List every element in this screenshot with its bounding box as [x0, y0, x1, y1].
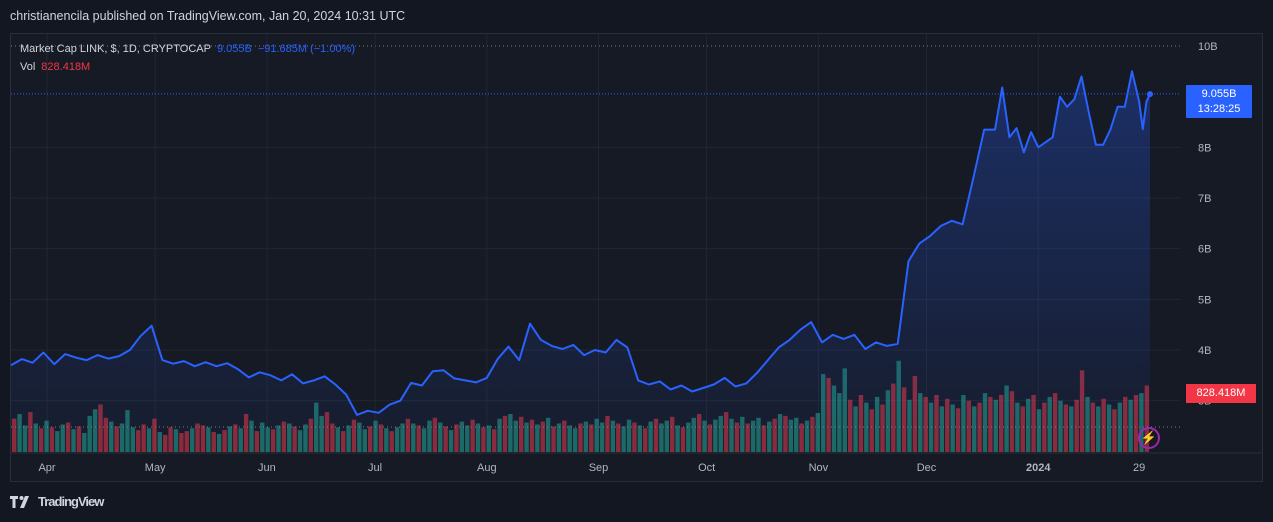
y-tick-label: 7B: [1198, 193, 1211, 205]
y-tick-label: 6B: [1198, 244, 1211, 256]
x-tick-label: 29: [1133, 462, 1145, 474]
x-tick-label: Jun: [258, 462, 276, 474]
price-line: [10, 70, 1151, 416]
price-badge-countdown: 13:28:25: [1197, 103, 1241, 115]
tradingview-logo-text: TradingView: [38, 494, 104, 509]
footer: TradingView: [10, 494, 104, 509]
volume-value: 828.418M: [41, 61, 91, 73]
price-line-path: [10, 70, 1151, 416]
price-axis-badge: 9.055B 13:28:25: [1186, 85, 1252, 118]
x-tick-label: Nov: [809, 462, 829, 474]
price-badge-value: 9.055B: [1201, 88, 1237, 100]
x-tick-label: Dec: [917, 462, 937, 474]
legend-main-row[interactable]: Market Cap LINK, $, 1D, CRYPTOCAP 9.055B −…: [20, 40, 355, 58]
change-value: −91.685M (−1.00%): [257, 43, 356, 55]
x-tick-label: Apr: [38, 462, 55, 474]
symbol-label: Market Cap LINK, $, 1D, CRYPTOCAP: [20, 43, 211, 55]
y-tick-label: 8B: [1198, 142, 1211, 154]
x-tick-label: Jul: [368, 462, 382, 474]
x-tick-label: Oct: [698, 462, 715, 474]
y-tick-label: 10B: [1198, 41, 1218, 53]
volume-label: Vol: [20, 61, 36, 73]
publisher-caption: christianencila published on TradingView…: [10, 9, 406, 23]
lightning-icon[interactable]: ⚡: [1138, 427, 1160, 449]
x-tick-label: Aug: [477, 462, 497, 474]
axes: 10B8B7B6B5B4B3BAprMayJunJulAugSepOctNovD…: [11, 41, 1262, 474]
y-tick-label: 5B: [1198, 294, 1211, 306]
x-tick-label: 2024: [1026, 462, 1051, 474]
volume-axis-badge: 828.418M: [1186, 384, 1256, 403]
price-area-fill: [11, 71, 1150, 453]
last-price-dot: [1147, 91, 1153, 98]
markers: [11, 91, 1180, 98]
price-area: [11, 71, 1150, 453]
x-tick-label: May: [145, 462, 166, 474]
x-tick-label: Sep: [589, 462, 609, 474]
legend-volume-row[interactable]: Vol 828.418M: [20, 58, 355, 76]
chart-legend: Market Cap LINK, $, 1D, CRYPTOCAP 9.055B −…: [20, 40, 355, 76]
tradingview-logo-icon: [10, 495, 29, 508]
y-tick-label: 4B: [1198, 345, 1211, 357]
current-value: 9.055B: [216, 43, 252, 55]
